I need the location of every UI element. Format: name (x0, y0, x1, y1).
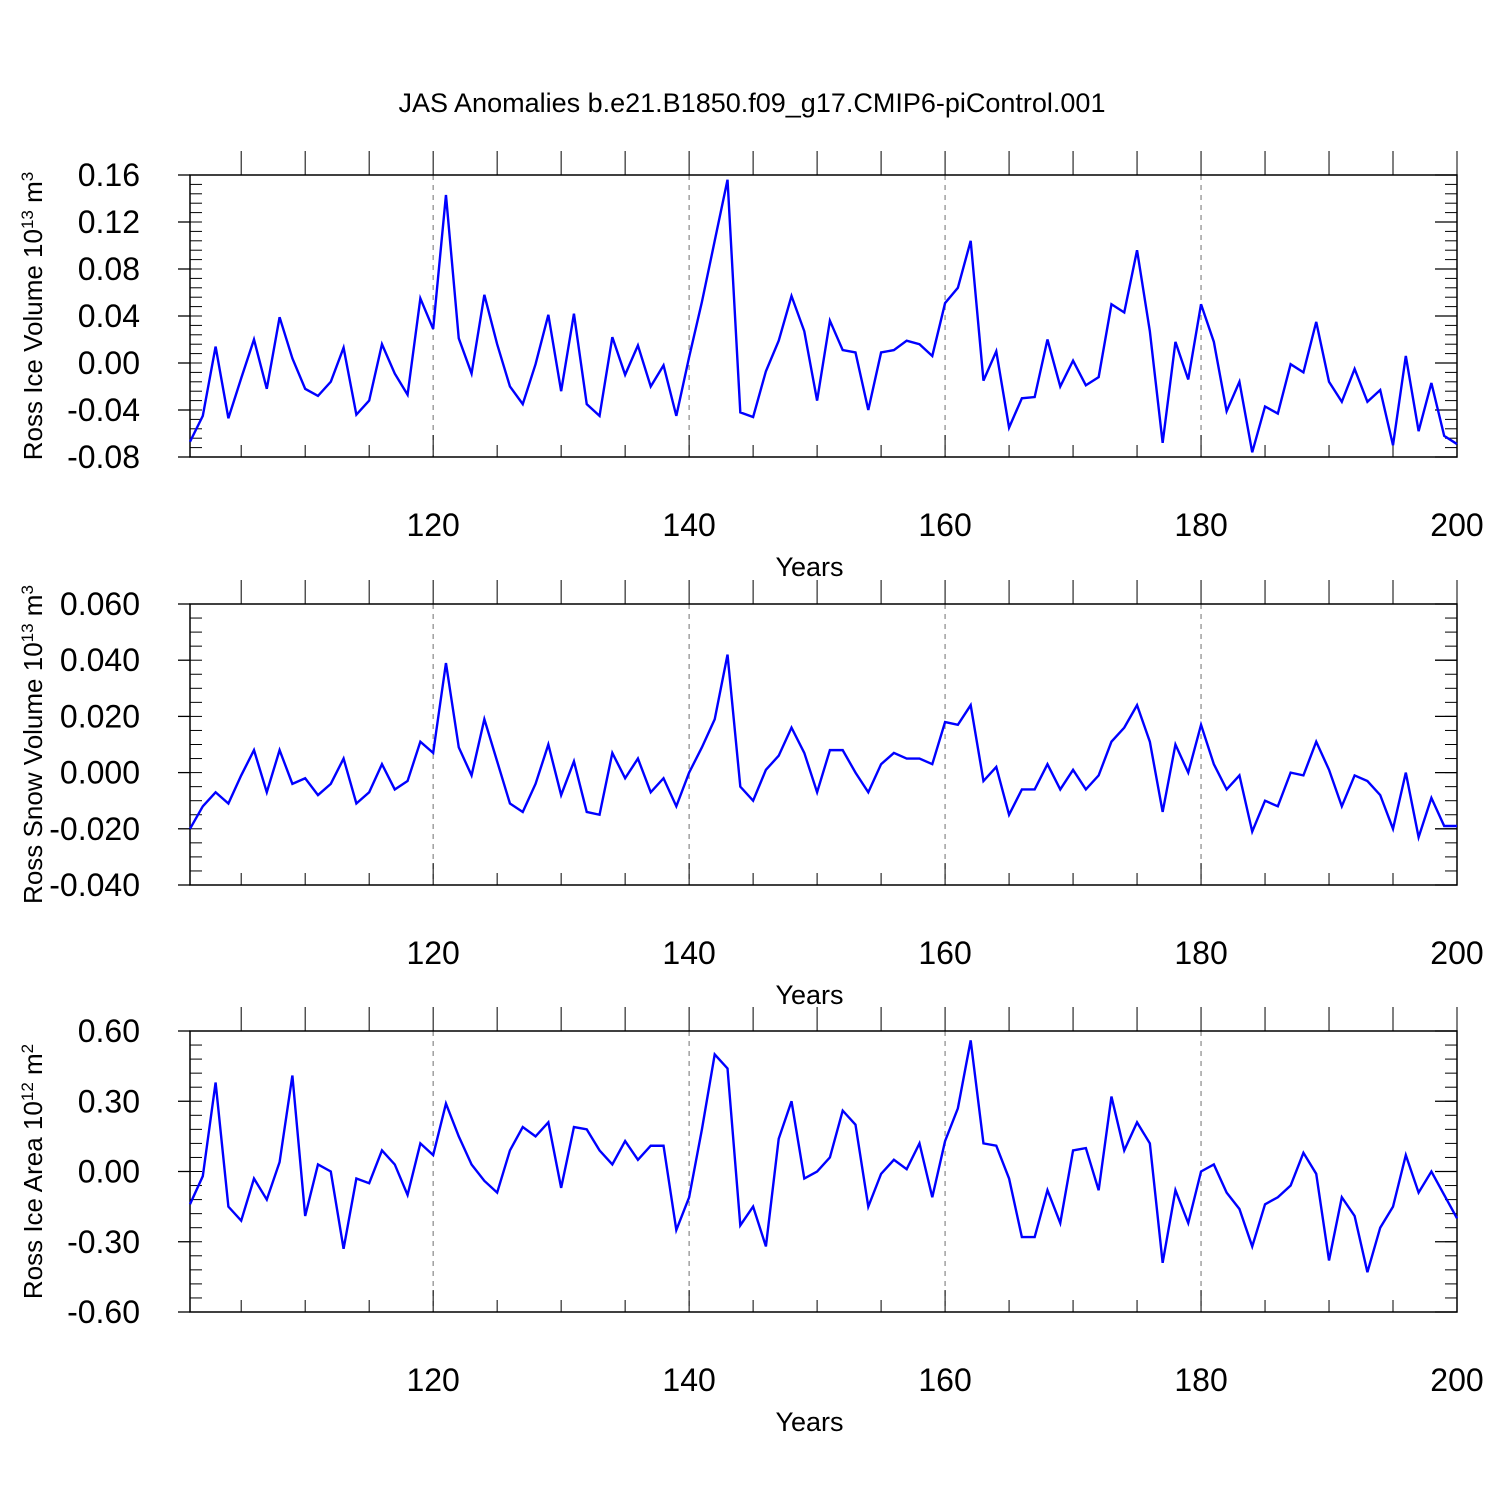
panel-1-x-tick-label: 140 (662, 507, 715, 543)
panel-3-y-tick-label: -0.60 (67, 1294, 140, 1330)
panel-2-x-tick-label: 140 (662, 935, 715, 971)
panel-1-y-label-part: Ross Ice Volume 10 (18, 229, 48, 460)
panel-1-y-tick-label: 0.08 (78, 251, 140, 287)
panel-1-y-label-part: m (18, 181, 48, 210)
panel-2-y-tick-label: 0.020 (60, 698, 140, 734)
panel-2-x-tick-label: 200 (1430, 935, 1483, 971)
panel-3-plot-frame (189, 1030, 1458, 1313)
panel-3-y-tick-label: 0.60 (78, 1013, 140, 1049)
panel-3-series-line (188, 1040, 1459, 1273)
panel-1-x-axis-label: Years (775, 552, 843, 582)
panel-3-y-tick-label: 0.00 (78, 1154, 140, 1190)
panel-1-y-tick-label: -0.04 (67, 392, 140, 428)
panel-1-series-line (188, 179, 1458, 453)
panel-1-y-tick-label: 0.16 (78, 157, 140, 193)
panel-1-plot-frame (189, 174, 1458, 458)
panel-1-y-tick-label: 0.12 (78, 204, 140, 240)
panel-3-x-axis-label: Years (775, 1407, 843, 1437)
panel-1: -0.08 -0.04 0.00 0.04 0.08 0.12 0.16 120 140 160 1… (18, 151, 1484, 582)
panel-1-y-tick-label: 0.04 (78, 298, 140, 334)
panel-3-x-tick-label: 120 (406, 1362, 459, 1398)
panel-2-x-tick-label: 120 (406, 935, 459, 971)
figure-title: JAS Anomalies b.e21.B1850.f09_g17.CMIP6-… (399, 88, 1106, 118)
panel-3-x-tick-label: 160 (918, 1362, 971, 1398)
panel-3-y-label-part: m (18, 1053, 48, 1082)
panel-3-x-tick-label: 140 (662, 1362, 715, 1398)
panel-1-y-tick-label: -0.08 (67, 439, 140, 475)
panel-1-x-tick-label: 120 (406, 507, 459, 543)
panel-2-y-tick-label: -0.040 (49, 867, 140, 903)
panel-2-y-tick-label: 0.060 (60, 586, 140, 622)
panel-3-y-label-part: Ross Ice Area 10 (18, 1101, 48, 1299)
panel-3-x-tick-label: 180 (1174, 1362, 1227, 1398)
panel-1-y-axis-label: Ross Ice Volume 1013 m3 (18, 172, 48, 461)
panel-2-y-axis-label: Ross Snow Volume 1013 m3 (18, 585, 48, 904)
panel-1-y-label-superscript: 3 (18, 172, 37, 181)
panel-3-y-tick-label: -0.30 (67, 1224, 140, 1260)
panel-1-y-tick-label: 0.00 (78, 345, 140, 381)
panel-3-y-axis-label: Ross Ice Area 1012 m2 (18, 1044, 48, 1299)
panel-3-y-label-superscript: 12 (18, 1082, 37, 1101)
panel-2-y-label-superscript: 3 (18, 585, 37, 594)
panel-1-x-tick-label: 180 (1174, 507, 1227, 543)
panel-2-x-axis-label: Years (775, 980, 843, 1010)
panel-2-y-label-superscript: 13 (18, 623, 37, 642)
panel-2-x-tick-label: 160 (918, 935, 971, 971)
panel-1-x-tick-label: 200 (1430, 507, 1483, 543)
panel-1-x-tick-label: 160 (918, 507, 971, 543)
panel-3-x-tick-label: 200 (1430, 1362, 1483, 1398)
panel-3-y-tick-label: 0.30 (78, 1083, 140, 1119)
panel-1-y-label-superscript: 13 (18, 210, 37, 229)
panel-2-y-tick-label: -0.020 (49, 811, 140, 847)
panel-2-y-label-part: m (18, 595, 48, 624)
panel-3: -0.60 -0.30 0.00 0.30 0.60 120 140 160 180 200 Yea… (18, 1007, 1484, 1437)
panels: -0.08 -0.04 0.00 0.04 0.08 0.12 0.16 120 140 160 1… (18, 151, 1484, 1437)
panel-2: -0.040 -0.020 0.000 0.020 0.040 0.060 120 140 16… (18, 580, 1484, 1010)
panel-2-series-line (188, 654, 1457, 842)
panel-3-y-label-superscript: 2 (18, 1044, 37, 1053)
panel-2-plot-frame (189, 603, 1458, 886)
panel-2-y-label-part: Ross Snow Volume 10 (18, 642, 48, 904)
panel-2-y-tick-label: 0.000 (60, 755, 140, 791)
panel-2-y-tick-label: 0.040 (60, 642, 140, 678)
panel-2-x-tick-label: 180 (1174, 935, 1227, 971)
